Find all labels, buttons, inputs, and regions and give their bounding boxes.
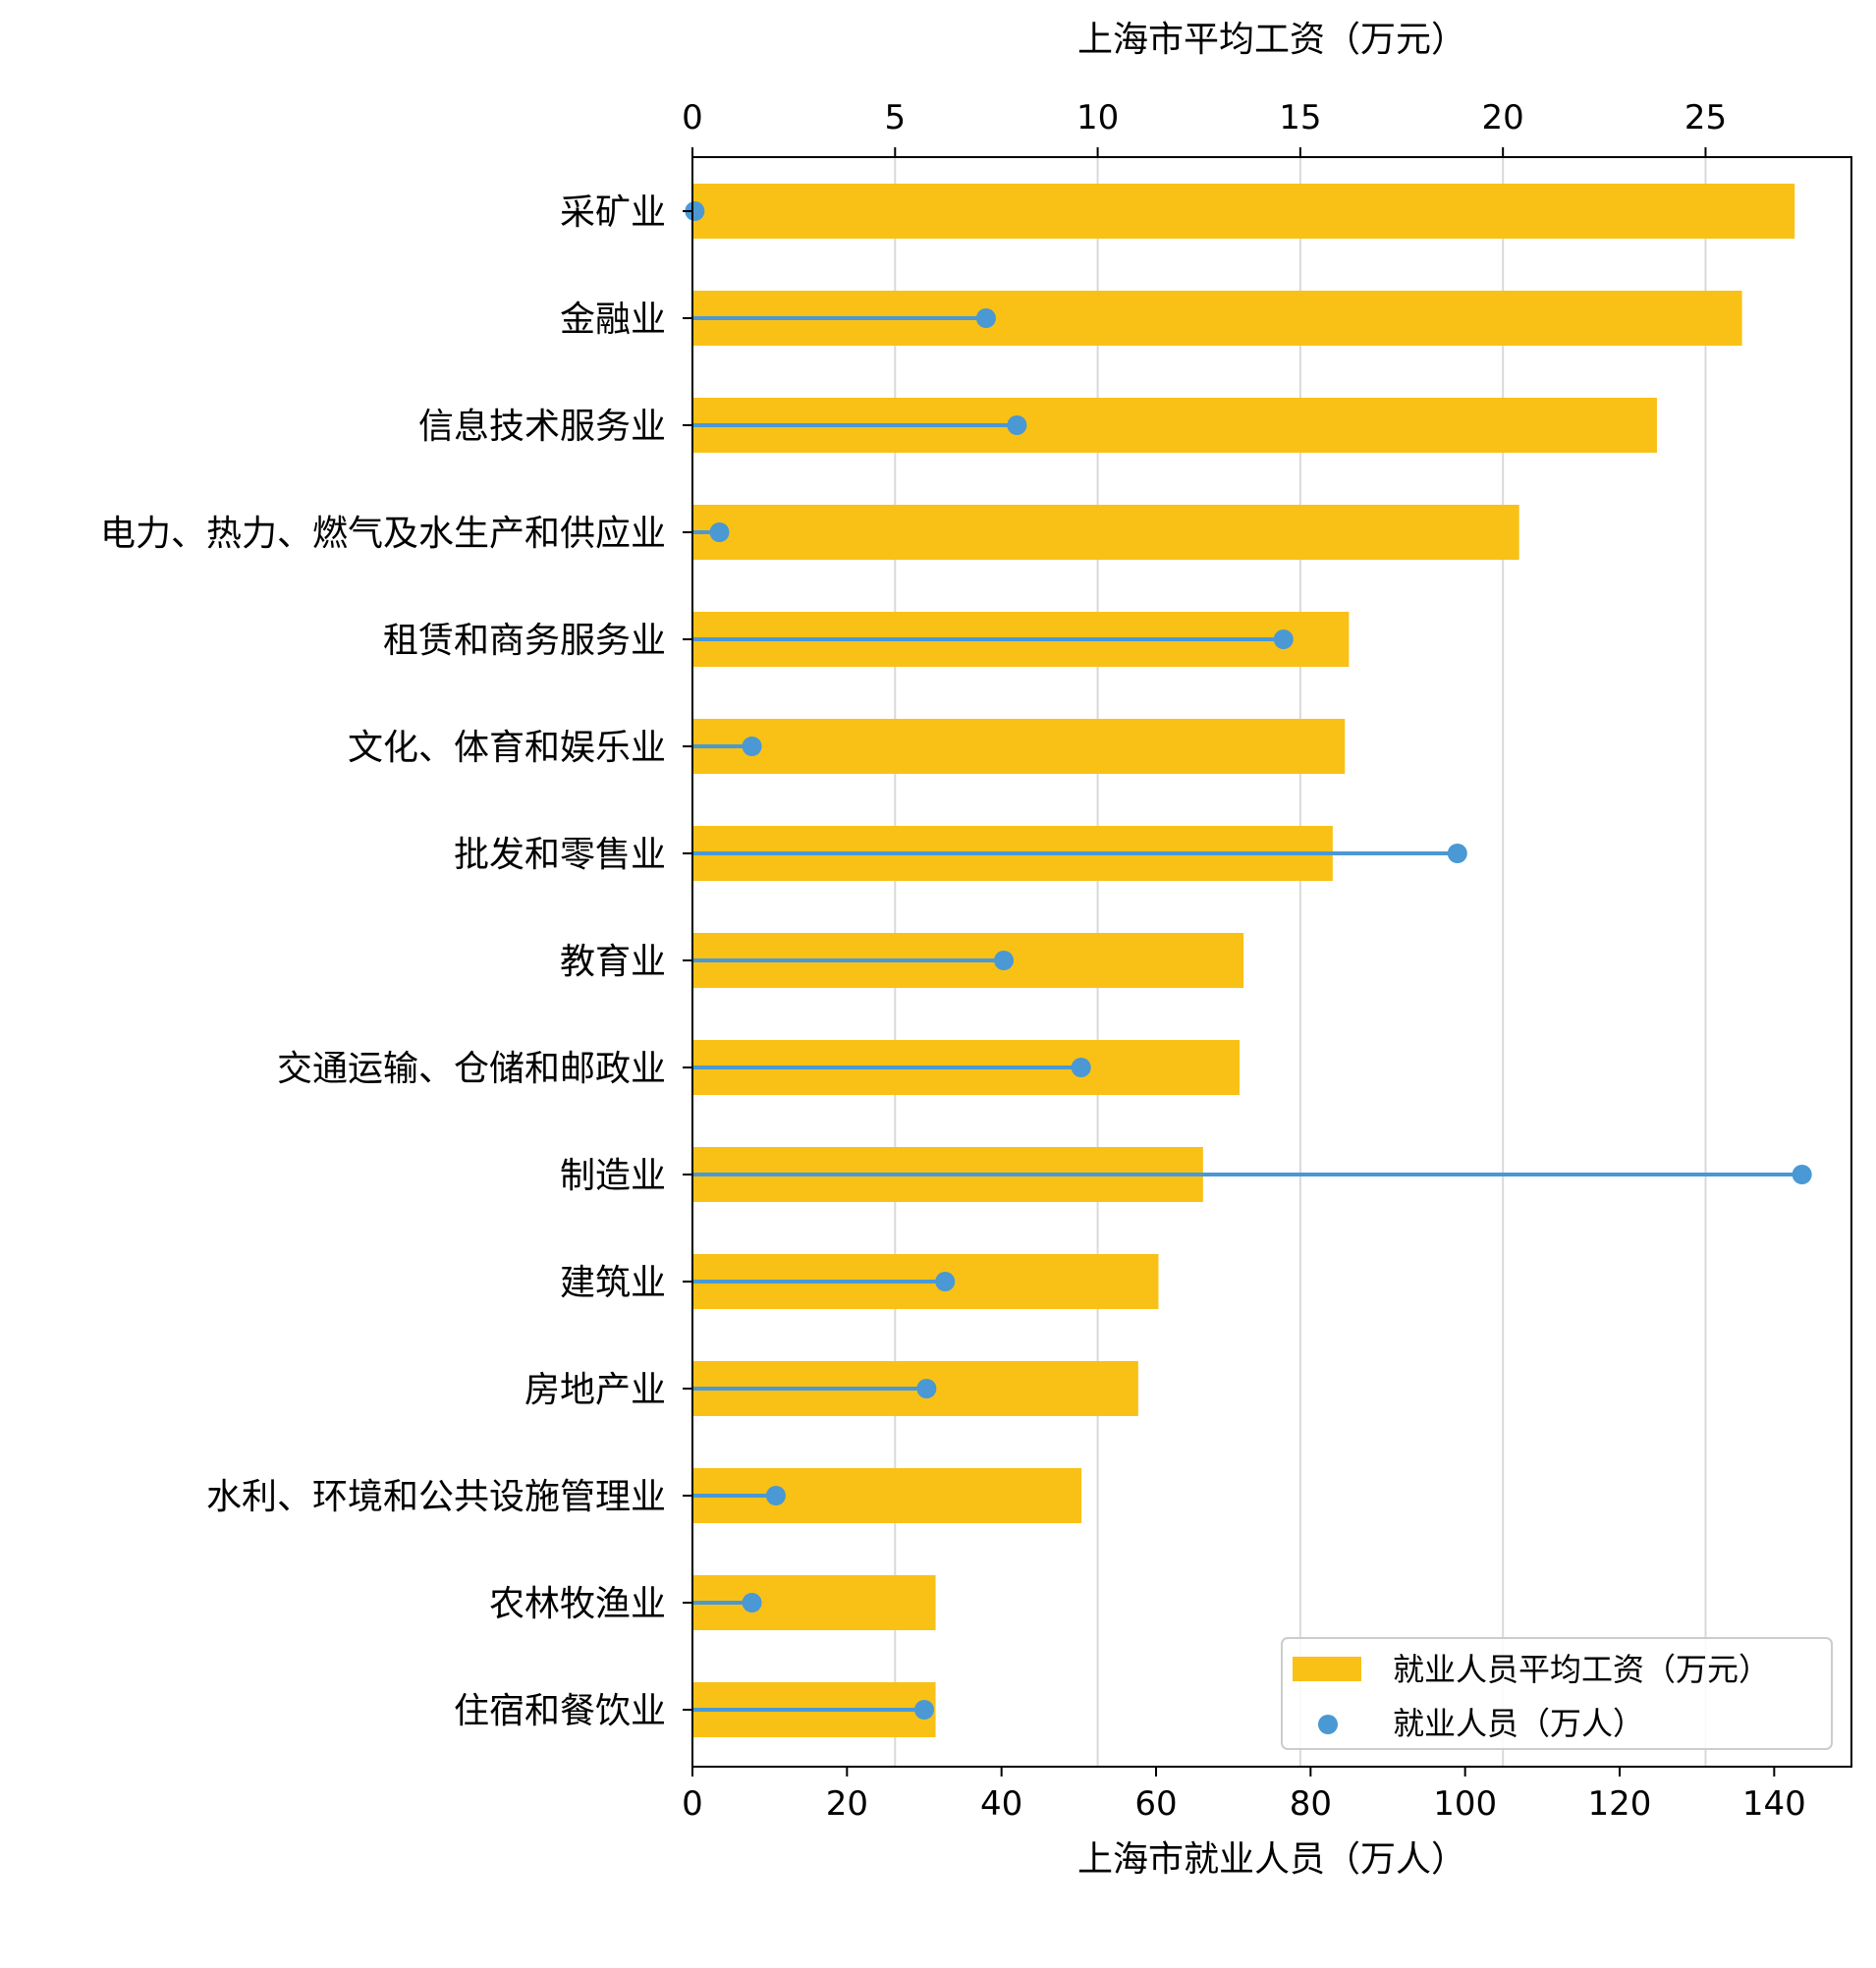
bottom-tick-label: 60	[1134, 1784, 1177, 1824]
category-label: 房地产业	[524, 1370, 666, 1410]
lollipop-layer	[685, 201, 1812, 1720]
legend-box	[1281, 1637, 1833, 1750]
category-label: 教育业	[560, 942, 666, 982]
top-tick-label: 15	[1279, 98, 1321, 137]
category-label: 批发和零售业	[454, 835, 666, 875]
salary-bar	[692, 719, 1346, 774]
employment-dot	[685, 201, 705, 221]
category-label: 制造业	[560, 1156, 666, 1196]
employment-dot	[742, 1593, 762, 1613]
category-label: 采矿业	[560, 192, 666, 233]
employment-dot	[935, 1272, 956, 1291]
category-label: 租赁和商务服务业	[383, 621, 666, 661]
employment-dot	[1447, 844, 1467, 863]
top-tick-label: 5	[884, 98, 906, 137]
employment-dot	[914, 1700, 934, 1720]
employment-dot	[916, 1379, 937, 1398]
salary-bar	[692, 505, 1519, 560]
employment-dot	[765, 1486, 786, 1505]
category-label: 信息技术服务业	[418, 407, 666, 447]
employment-dot	[1792, 1165, 1812, 1184]
category-label: 建筑业	[560, 1263, 666, 1303]
top-axis: 0 5 10 15 20 25	[682, 98, 1727, 157]
employment-dot	[975, 308, 996, 328]
category-axis: 采矿业金融业信息技术服务业电力、热力、燃气及水生产和供应业租赁和商务服务业文化、…	[100, 192, 692, 1731]
bottom-tick-label: 20	[826, 1784, 868, 1824]
category-label: 农林牧渔业	[489, 1584, 666, 1624]
bottom-tick-label: 140	[1742, 1784, 1806, 1824]
top-tick-label: 20	[1482, 98, 1524, 137]
category-label: 水利、环境和公共设施管理业	[206, 1477, 666, 1517]
employment-dot	[994, 951, 1015, 970]
top-tick-label: 0	[682, 98, 703, 137]
top-tick-label: 10	[1076, 98, 1119, 137]
employment-dot	[742, 737, 762, 756]
salary-bar	[692, 184, 1795, 239]
employment-dot	[1007, 415, 1027, 435]
bottom-axis: 0 20 40 60 80 100 120 140	[682, 1767, 1806, 1824]
bottom-tick-label: 80	[1290, 1784, 1332, 1824]
employment-dot	[1273, 629, 1294, 649]
plot-frame	[691, 156, 1852, 1768]
bottom-tick-label: 100	[1433, 1784, 1497, 1824]
legend-bar-swatch	[1293, 1657, 1361, 1681]
legend-dot-marker	[1318, 1715, 1338, 1734]
bottom-tick-label: 40	[980, 1784, 1022, 1824]
category-label: 交通运输、仓储和邮政业	[277, 1049, 666, 1089]
category-label: 电力、热力、燃气及水生产和供应业	[100, 514, 666, 554]
bottom-tick-label: 120	[1588, 1784, 1652, 1824]
legend-dot-label: 就业人员（万人）	[1393, 1705, 1644, 1742]
bottom-axis-title: 上海市就业人员（万人）	[1077, 1839, 1466, 1880]
category-label: 住宿和餐饮业	[454, 1691, 666, 1731]
legend-bar-label: 就业人员平均工资（万元）	[1393, 1651, 1770, 1688]
top-axis-title: 上海市平均工资（万元）	[1077, 20, 1466, 60]
employment-dot	[709, 522, 730, 542]
employment-dot	[1071, 1058, 1091, 1077]
top-tick-label: 25	[1684, 98, 1727, 137]
category-label: 金融业	[560, 300, 666, 340]
category-label: 文化、体育和娱乐业	[348, 728, 666, 768]
legend: 就业人员平均工资（万元） 就业人员（万人）	[1281, 1637, 1833, 1750]
bottom-tick-label: 0	[682, 1784, 703, 1824]
